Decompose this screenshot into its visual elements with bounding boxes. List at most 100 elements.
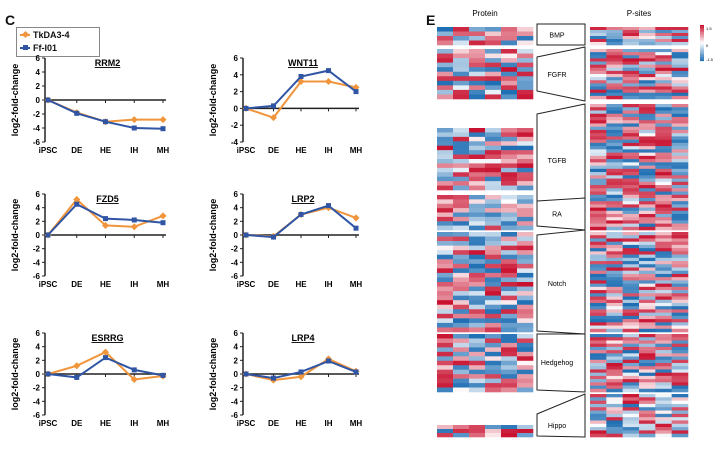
data-point-ff — [160, 220, 166, 226]
heatmap-cell — [655, 353, 672, 357]
heatmap-cell — [622, 185, 640, 189]
heatmap-cell — [469, 263, 486, 269]
heatmap-cell — [501, 71, 518, 77]
heatmap-cell — [517, 263, 534, 269]
heatmap-cell — [655, 264, 672, 268]
heatmap-cell — [639, 146, 656, 150]
heatmap-cell — [501, 351, 518, 357]
heatmap-cell — [622, 33, 640, 37]
heatmap-cell — [606, 49, 623, 53]
heatmap-cell — [517, 58, 534, 63]
heatmap-cell — [437, 250, 454, 256]
data-point-ff — [326, 203, 331, 209]
heatmap-cell — [639, 123, 656, 127]
heatmap-cell — [639, 175, 656, 179]
y-tick-label: -4 — [33, 397, 41, 406]
heatmap-cell — [590, 261, 607, 265]
chart-title: RRM2 — [95, 58, 121, 68]
heatmap-cell — [655, 220, 672, 224]
data-point-tkda — [130, 375, 138, 384]
heatmap-cell — [590, 302, 607, 307]
heatmap-cell — [501, 356, 518, 362]
heatmap-cell — [606, 39, 623, 43]
heatmap-cell — [606, 343, 623, 348]
heatmap-cell — [655, 244, 672, 249]
heatmap-cell — [485, 199, 502, 205]
heatmap-cell — [437, 433, 454, 438]
heatmap-cell — [655, 359, 672, 364]
heatmap-cell — [606, 423, 623, 428]
heatmap-cell — [437, 347, 454, 353]
heatmap-cell — [622, 152, 640, 157]
heatmap-cell — [671, 139, 689, 144]
heatmap-cell — [469, 365, 486, 370]
heatmap-cell — [655, 328, 672, 333]
heatmap-cell — [590, 319, 607, 323]
heatmap-cell — [671, 283, 689, 288]
heatmap-cell — [671, 293, 689, 297]
heatmap-cell — [639, 430, 656, 434]
heatmap-cell — [655, 280, 672, 284]
heatmap-cell — [590, 188, 607, 192]
heatmap-cell — [639, 397, 656, 401]
heatmap-cell — [469, 245, 486, 251]
heatmap-cell — [437, 181, 454, 186]
heatmap-cell — [517, 268, 534, 274]
heatmap-cell — [671, 264, 689, 268]
heatmap-cell — [639, 273, 656, 278]
heatmap-cell — [655, 417, 672, 421]
heatmap-cell — [469, 221, 486, 226]
heatmap-cell — [485, 259, 502, 265]
heatmap-cell — [622, 430, 640, 434]
heatmap-cell — [639, 293, 656, 297]
heatmap-cell — [671, 334, 689, 338]
heatmap-cell — [622, 369, 640, 373]
heatmap-cell — [622, 142, 640, 147]
heatmap-cell — [671, 70, 689, 75]
heatmap-cell — [639, 277, 656, 281]
heatmap-cell — [606, 107, 623, 111]
heatmap-cell — [485, 327, 502, 333]
heatmap-cell — [671, 400, 689, 405]
heatmap-cell — [622, 410, 640, 415]
heatmap-cell — [671, 168, 689, 173]
heatmap-cell — [655, 299, 672, 304]
heatmap-cell — [655, 207, 672, 212]
x-tick-label: DE — [71, 146, 83, 155]
heatmap-cell — [655, 369, 672, 373]
pathway-label-hedgehog: Hedgehog — [541, 360, 573, 367]
heatmap-cell — [501, 221, 518, 226]
heatmap-cell — [501, 203, 518, 209]
heatmap-cell — [469, 27, 486, 32]
heatmap-cell — [671, 433, 689, 438]
heatmap-cell — [639, 382, 656, 386]
x-tick-label: HE — [100, 419, 112, 428]
heatmap-cell — [671, 337, 689, 341]
heatmap-cell — [453, 286, 470, 292]
heatmap-cell — [590, 198, 607, 202]
scale-step — [700, 35, 704, 38]
heatmap-cell — [671, 89, 689, 94]
heatmap-cell — [501, 236, 518, 242]
heatmap-cell — [622, 312, 640, 317]
heatmap-cell — [590, 89, 607, 94]
y-tick-label: -4 — [231, 138, 239, 147]
heatmap-cell — [606, 139, 623, 144]
heatmap-cell — [671, 325, 689, 330]
x-tick-label: DE — [268, 419, 280, 428]
heatmap-cell — [606, 162, 623, 166]
heatmap-cell — [453, 342, 470, 348]
heatmap-cell — [639, 433, 656, 438]
heatmap-cell — [655, 162, 672, 166]
heatmap-cell — [485, 71, 502, 77]
heatmap-cell — [671, 146, 689, 150]
heatmap-cell — [469, 176, 486, 182]
x-tick-label: MH — [157, 280, 170, 289]
y-tick-label: 2 — [36, 217, 41, 226]
heatmap-cell — [671, 39, 689, 43]
heatmap-cell — [606, 286, 623, 291]
heatmap-cell — [655, 223, 672, 228]
heatmap-cell — [639, 217, 656, 221]
heatmap-cell — [501, 172, 518, 178]
heatmap-cell — [453, 295, 470, 301]
